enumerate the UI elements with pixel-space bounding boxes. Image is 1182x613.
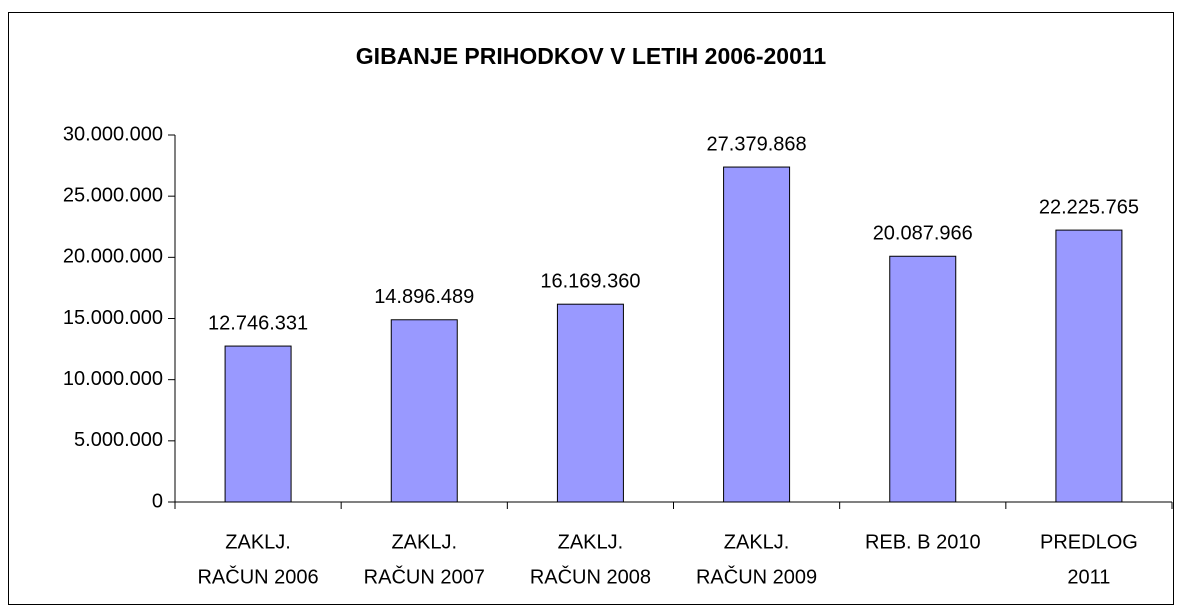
bar [723,166,791,503]
x-tick-label: RAČUN 2009 [696,565,817,588]
bar [1055,229,1123,503]
y-tick-label: 5.000.000 [74,429,163,451]
y-tick-label: 30.000.000 [63,123,163,145]
bar [224,345,292,503]
data-label: 20.087.966 [873,223,973,245]
data-label: 27.379.868 [707,133,807,155]
data-label: 16.169.360 [540,270,640,292]
x-tick-label: REB. B 2010 [865,531,981,553]
data-label: 12.746.331 [208,312,308,334]
y-tick-label: 10.000.000 [63,368,163,390]
x-tick-label: RAČUN 2007 [364,565,485,588]
bar [889,255,957,503]
x-tick-label: RAČUN 2006 [197,565,318,588]
data-label: 22.225.765 [1039,196,1139,218]
x-tick-label: 2011 [1067,566,1110,588]
y-tick-label: 15.000.000 [63,307,163,329]
bar [390,319,458,503]
x-tick-label: ZAKLJ. [724,531,790,553]
y-tick-label: 20.000.000 [63,246,163,268]
y-tick-label: 0 [152,490,163,512]
x-tick-label: PREDLOG [1040,531,1138,553]
y-tick-label: 25.000.000 [63,184,163,206]
x-tick-label: ZAKLJ. [225,531,291,553]
x-tick-label: RAČUN 2008 [530,565,651,588]
data-label: 14.896.489 [374,286,474,308]
bar [556,303,624,503]
chart-title: GIBANJE PRIHODKOV V LETIH 2006-20011 [356,43,827,69]
x-tick-label: ZAKLJ. [391,531,457,553]
x-tick-label: ZAKLJ. [558,531,624,553]
